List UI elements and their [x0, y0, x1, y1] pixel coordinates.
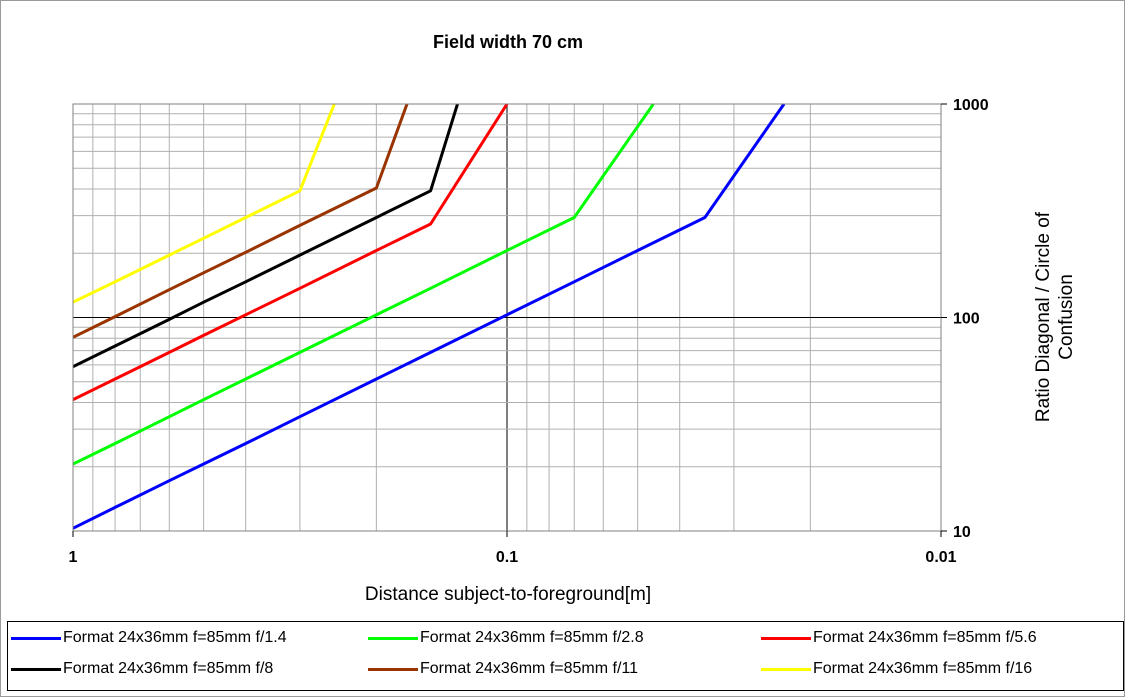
legend-item: Format 24x36mm f=85mm f/16: [761, 658, 1032, 680]
series-line-4: [73, 103, 459, 369]
chart-title: Field width 70 cm: [433, 32, 583, 52]
x-tick-label: 0.1: [496, 549, 518, 566]
y-axis-title-line-2: Confusion: [1056, 274, 1077, 360]
tick-layer: 1 0.1 0.01 10 100 1000: [69, 97, 989, 566]
legend-swatch: [761, 667, 811, 671]
x-axis-title: Distance subject-to-foreground[m]: [365, 584, 651, 605]
legend-item: Format 24x36mm f=85mm f/8: [11, 658, 273, 680]
y-tick-label: 100: [953, 311, 980, 328]
legend-label: Format 24x36mm f=85mm f/5.6: [813, 629, 1037, 646]
series-line-1: [73, 103, 786, 530]
y-tick-label: 10: [953, 524, 971, 541]
x-tick-label: 0.01: [925, 549, 956, 566]
series-layer: [73, 103, 786, 530]
legend-item: Format 24x36mm f=85mm f/2.8: [368, 627, 644, 649]
legend-swatch: [761, 636, 811, 640]
series-line-5: [73, 103, 409, 339]
grid-layer: [73, 104, 942, 532]
y-axis-title-line-1: Ratio Diagonal / Circle of: [1033, 211, 1054, 422]
legend-label: Format 24x36mm f=85mm f/2.8: [420, 629, 644, 646]
legend-item: Format 24x36mm f=85mm f/5.6: [761, 627, 1037, 649]
legend-swatch: [368, 636, 418, 640]
legend-label: Format 24x36mm f=85mm f/1.4: [63, 629, 287, 646]
series-line-2: [73, 103, 655, 466]
legend-swatch: [368, 667, 418, 671]
legend: Format 24x36mm f=85mm f/1.4 Format 24x36m…: [7, 621, 1124, 691]
legend-label: Format 24x36mm f=85mm f/16: [813, 660, 1033, 677]
legend-item: Format 24x36mm f=85mm f/11: [368, 658, 638, 680]
legend-label: Format 24x36mm f=85mm f/8: [63, 660, 274, 677]
legend-label: Format 24x36mm f=85mm f/11: [420, 660, 638, 677]
series-line-3: [73, 103, 509, 402]
legend-item: Format 24x36mm f=85mm f/1.4: [11, 627, 287, 649]
legend-swatch: [11, 636, 61, 640]
y-tick-label: 1000: [953, 97, 989, 114]
series-line-6: [73, 103, 336, 304]
x-tick-label: 1: [69, 549, 78, 566]
legend-swatch: [11, 667, 61, 671]
